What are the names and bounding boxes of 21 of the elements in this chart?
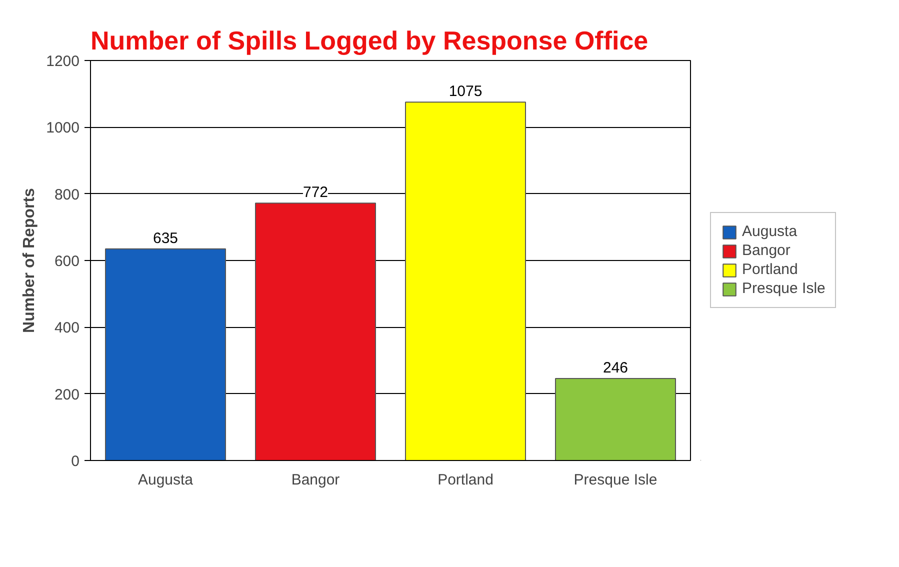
data-label: 246 (602, 360, 628, 376)
legend-label: Presque Isle (742, 280, 826, 297)
y-tick-label: 400 (54, 320, 80, 337)
y-tick-label: 800 (54, 186, 80, 204)
x-tick-label: Presque Isle (574, 472, 658, 488)
legend-label: Augusta (742, 223, 798, 240)
x-tick-label: Portland (438, 472, 494, 488)
legend-label: Bangor (742, 242, 790, 259)
y-tick-label: 1200 (46, 53, 80, 70)
x-tick-label: Bangor (291, 472, 340, 488)
data-label: 635 (152, 230, 178, 247)
legend-label: Portland (742, 261, 798, 278)
y-tick-label: 200 (54, 386, 80, 404)
data-label: 1075 (448, 83, 482, 100)
y-tick-label: 600 (54, 253, 80, 270)
y-tick-label: 1000 (46, 120, 80, 137)
y-tick-label: 0 (71, 453, 80, 470)
x-tick-label: Augusta (138, 472, 194, 488)
data-label: 772 (302, 184, 328, 202)
y-axis-title: Number of Reports (21, 188, 38, 333)
chart-title: Number of Spills Logged by Response Office (90, 26, 648, 56)
